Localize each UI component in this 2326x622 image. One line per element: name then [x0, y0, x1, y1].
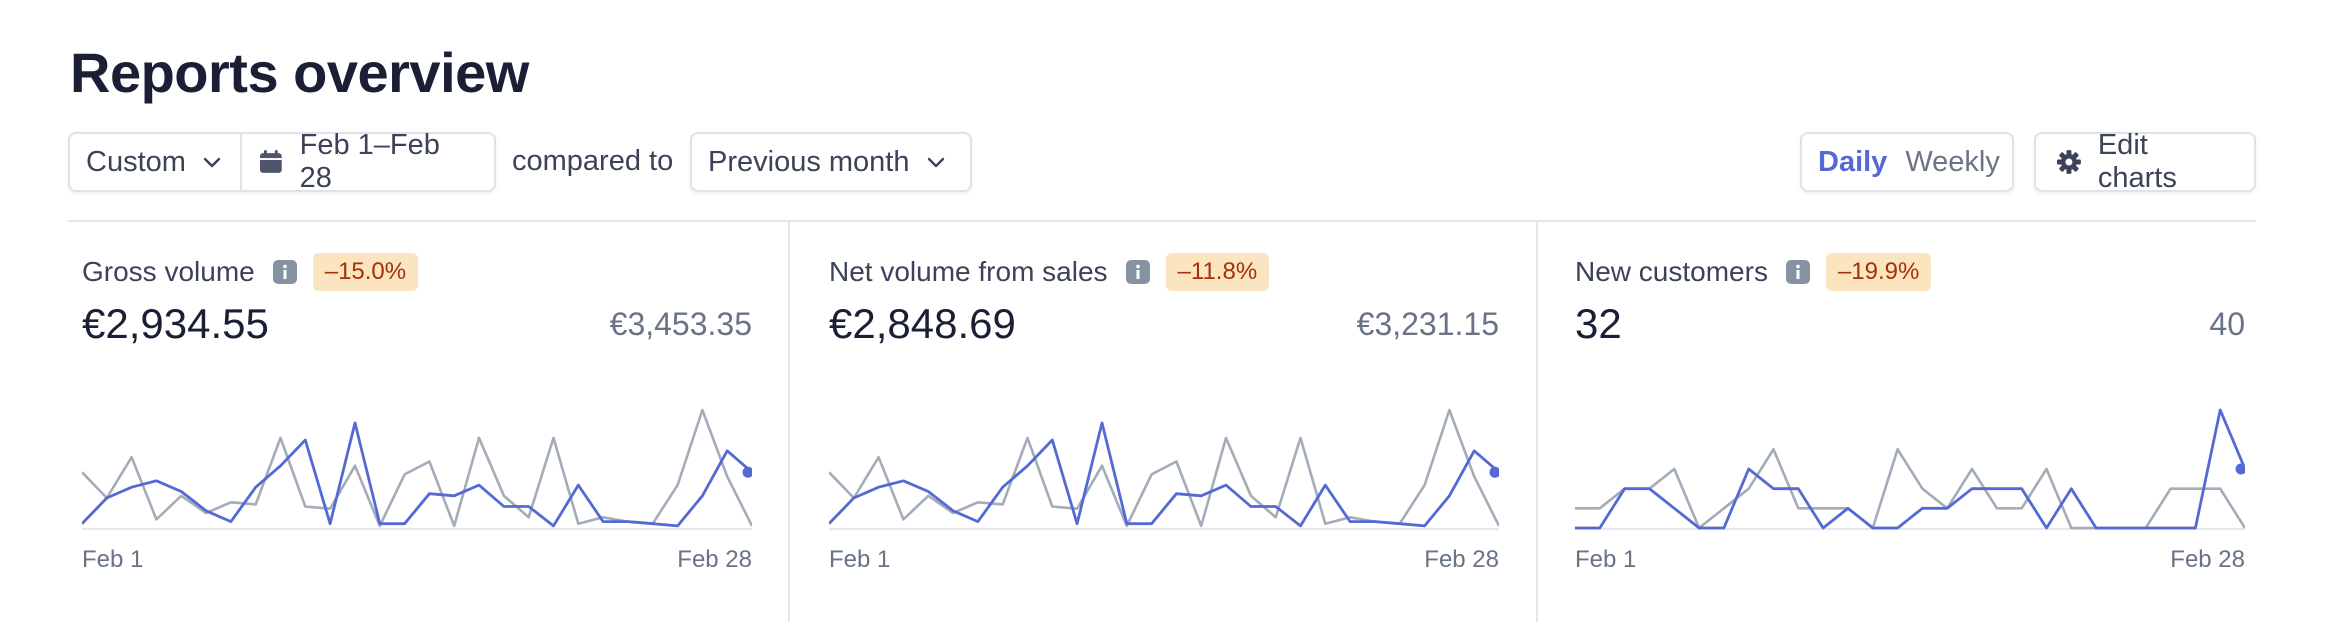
metric-card-net-volume[interactable]: Net volume from sales –11.8% €2,848.69 €…: [829, 250, 1499, 590]
date-range-label: Feb 1–Feb 28: [299, 129, 440, 194]
edit-charts-button[interactable]: Edit charts: [2034, 129, 2256, 194]
card-separator: [1536, 222, 1538, 622]
end-date-label: Feb 28: [1424, 546, 1499, 573]
start-date-label: Feb 1: [1575, 546, 1637, 573]
chevron-down-icon: [927, 157, 944, 168]
date-range-control: Custom Feb 1–Feb 28: [68, 129, 496, 194]
sparkline-chart: [82, 408, 752, 530]
metric-card-new-customers[interactable]: New customers –19.9% 32 40 Feb 1 Feb 28: [1575, 250, 2245, 590]
change-badge: –19.9%: [1825, 253, 1932, 291]
previous-value: €3,453.35: [609, 306, 752, 342]
metric-card-gross-volume[interactable]: Gross volume –15.0% €2,934.55 €3,453.35 …: [82, 250, 752, 590]
current-point-marker: [742, 466, 752, 478]
change-badge: –11.8%: [1165, 253, 1270, 291]
sparkline-chart: [829, 408, 1499, 530]
current-period-line: [82, 421, 752, 528]
metric-value: €2,934.55: [82, 300, 269, 347]
card-separator: [788, 222, 790, 622]
card-title: Gross volume: [82, 256, 255, 287]
range-type-dropdown[interactable]: Custom: [70, 134, 240, 190]
weekly-option[interactable]: Weekly: [1905, 145, 2000, 178]
compared-to-label: compared to: [512, 145, 674, 177]
current-point-marker: [1489, 466, 1499, 478]
start-date-label: Feb 1: [82, 546, 144, 573]
comparison-label: Previous month: [708, 145, 910, 178]
current-point-marker: [2235, 463, 2245, 475]
previous-value: 40: [2209, 306, 2245, 342]
previous-value: €3,231.15: [1356, 306, 1499, 342]
edit-charts-label: Edit charts: [2097, 129, 2177, 194]
chevron-down-icon: [203, 157, 221, 168]
page-title: Reports overview: [70, 41, 529, 104]
comparison-dropdown[interactable]: Previous month: [690, 132, 972, 192]
info-icon[interactable]: [1785, 260, 1810, 284]
sparkline-chart: [1575, 408, 2245, 530]
card-title: New customers: [1575, 256, 1768, 287]
info-icon[interactable]: [272, 260, 297, 284]
current-period-line: [829, 421, 1499, 528]
header-divider: [68, 220, 2256, 222]
period-toggle: Daily Weekly: [1800, 132, 2014, 192]
end-date-label: Feb 28: [2170, 546, 2245, 573]
date-range-button[interactable]: Feb 1–Feb 28: [239, 129, 494, 194]
gear-icon: [2056, 150, 2081, 174]
metric-value: 32: [1575, 300, 1622, 347]
range-type-label: Custom: [86, 145, 186, 178]
change-badge: –15.0%: [312, 253, 419, 291]
calendar-icon: [259, 150, 282, 173]
start-date-label: Feb 1: [829, 546, 891, 573]
info-icon[interactable]: [1125, 260, 1150, 284]
previous-period-line: [1575, 447, 2245, 530]
end-date-label: Feb 28: [677, 546, 752, 573]
daily-option[interactable]: Daily: [1818, 145, 1888, 178]
card-title: Net volume from sales: [829, 256, 1108, 287]
metric-value: €2,848.69: [829, 300, 1016, 347]
current-period-line: [1575, 408, 2245, 530]
